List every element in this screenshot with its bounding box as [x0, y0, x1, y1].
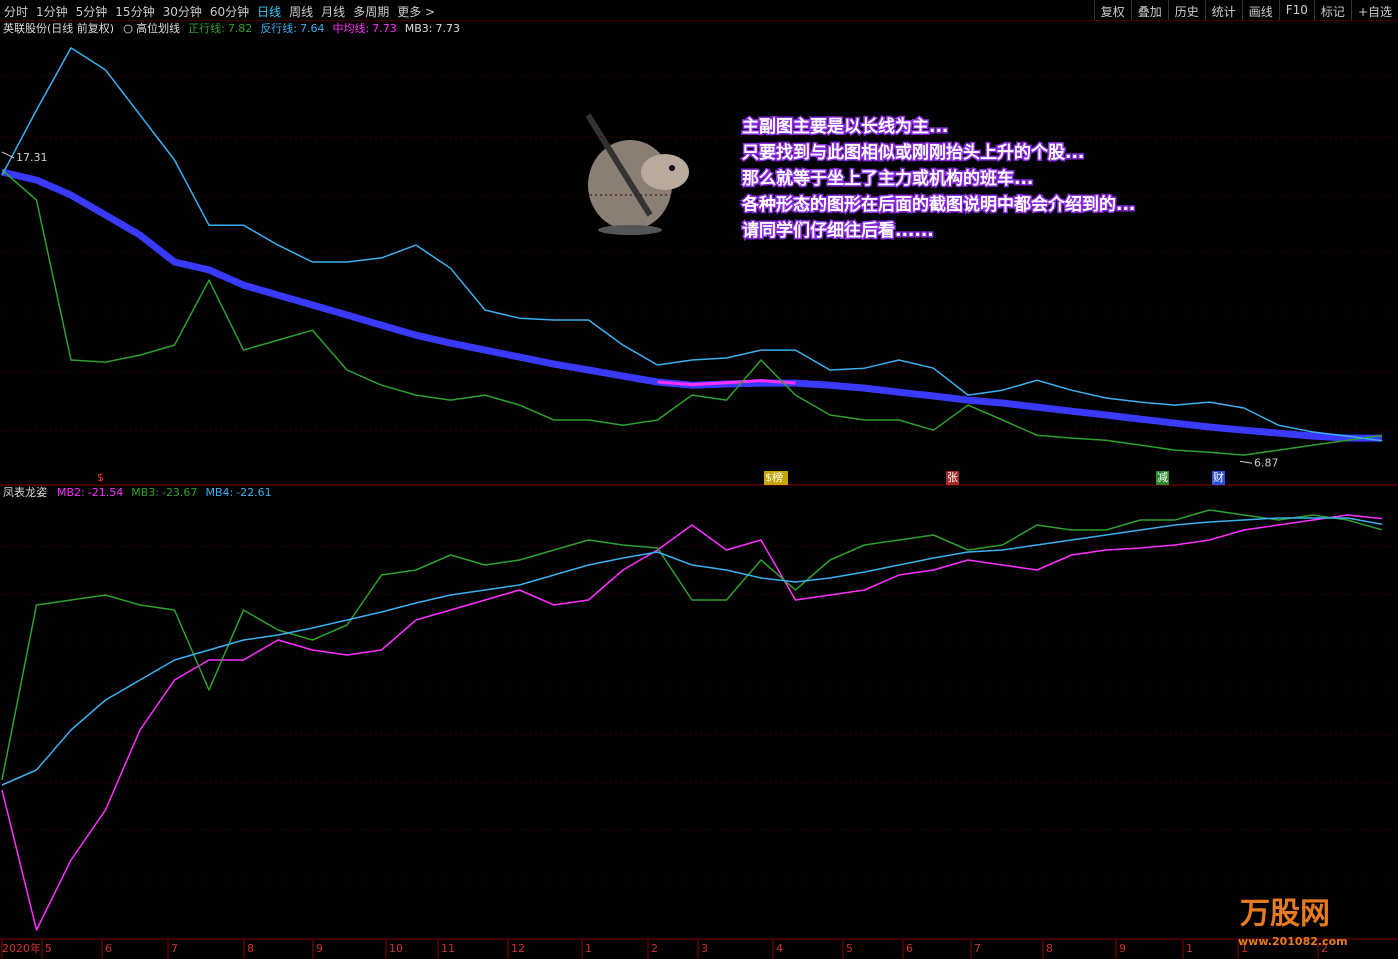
- period-tab[interactable]: 月线: [321, 5, 346, 19]
- signal-marker: [946, 471, 959, 485]
- tool-button[interactable]: 复权: [1093, 0, 1131, 20]
- period-tab[interactable]: 分时: [4, 5, 29, 19]
- tool-button[interactable]: 标记: [1313, 0, 1351, 20]
- low-arrow: [1239, 460, 1253, 464]
- signal-marker: [1212, 471, 1225, 485]
- legend-value: 7.64: [300, 22, 325, 35]
- date-label: 1: [585, 942, 592, 955]
- note-line: 那么就等于坐上了主力或机构的班车...: [742, 168, 1033, 189]
- tool-button[interactable]: F10: [1278, 0, 1314, 20]
- legend-value: -21.54: [88, 486, 123, 499]
- toolbar: 分时 1分钟 5分钟 15分钟 30分钟 60分钟 日线 周线 月线 多周期 更多 > 复权 叠加 历史统…: [0, 0, 1398, 21]
- series-line: [1, 509, 1383, 781]
- low-label: 6.87: [1254, 456, 1279, 469]
- legend-name: MB3:: [405, 22, 433, 35]
- date-label: 2020年: [2, 941, 41, 955]
- tool-button[interactable]: 叠加: [1130, 0, 1168, 20]
- mascot: [585, 113, 689, 235]
- signal-marker: [764, 471, 788, 485]
- legend-value: 7.73: [436, 22, 461, 35]
- series-line: [1, 169, 1383, 456]
- tool-buttons: 复权 叠加 历史 统计 画线 F10 标记 +自选: [1093, 0, 1398, 20]
- period-tab[interactable]: 多周期: [353, 5, 390, 19]
- period-tab[interactable]: 5分钟: [75, 5, 108, 19]
- period-tab[interactable]: 周线: [289, 5, 314, 19]
- date-label: 1: [1241, 942, 1248, 955]
- panel-title: 英联股份(日线 前复权): [3, 21, 114, 35]
- date-label: 6: [906, 942, 913, 955]
- date-label: 2: [651, 942, 658, 955]
- high-label: 17.31: [16, 151, 48, 164]
- signal-label: 张: [947, 471, 958, 484]
- signal-label: $榜: [765, 470, 783, 484]
- series-line: [1, 168, 1382, 442]
- period-tabs: 分时 1分钟 5分钟 15分钟 30分钟 60分钟 日线 周线 月线 多周期 更多 >: [0, 0, 439, 20]
- tool-button[interactable]: 统计: [1204, 0, 1242, 20]
- date-label: 7: [171, 942, 178, 955]
- date-label: 9: [1119, 942, 1126, 955]
- tool-button[interactable]: 历史: [1167, 0, 1205, 20]
- date-label: 12: [511, 942, 525, 955]
- legend-name: 中均线:: [333, 21, 370, 35]
- period-tab[interactable]: 日线: [257, 5, 282, 19]
- series-line: [1, 514, 1383, 931]
- watermark-url: www.201082.com: [1238, 935, 1348, 948]
- date-label: 7: [974, 942, 981, 955]
- legend-name: 正行线:: [188, 21, 225, 35]
- date-label: 5: [846, 942, 853, 955]
- note-line: 只要找到与此图相似或刚刚抬头上升的个股...: [742, 142, 1084, 163]
- date-label: 8: [1046, 942, 1053, 955]
- watermark-title: 万股网: [1240, 897, 1330, 932]
- period-tab[interactable]: 1分钟: [36, 5, 68, 19]
- date-label: 11: [441, 942, 455, 955]
- date-label: 9: [316, 942, 323, 955]
- signal-label: 减: [1157, 471, 1168, 484]
- note-line: 各种形态的图形在后面的截图说明中都会介绍到的...: [741, 194, 1135, 215]
- legend-value: -22.61: [236, 486, 271, 499]
- high-arrow: [1, 151, 15, 159]
- date-label: 2: [1321, 942, 1328, 955]
- date-label: 6: [105, 942, 112, 955]
- legend-name: 反行线:: [260, 21, 297, 35]
- period-tab[interactable]: 30分钟: [162, 5, 202, 19]
- note-line: 主副图主要是以长线为主...: [742, 116, 948, 137]
- tool-button[interactable]: +自选: [1350, 0, 1398, 20]
- legend-value: 7.82: [228, 22, 253, 35]
- date-label: 5: [45, 942, 52, 955]
- date-label: 10: [389, 942, 403, 955]
- signal-marker: [1156, 471, 1169, 485]
- legend-name: MB4:: [205, 486, 233, 499]
- tool-button[interactable]: 画线: [1241, 0, 1279, 20]
- period-tab[interactable]: 60分钟: [209, 5, 250, 19]
- legend-value: -23.67: [162, 486, 197, 499]
- note-line: 请同学们仔细往后看......: [742, 220, 934, 241]
- signal-label: $: [97, 471, 104, 484]
- date-label: 4: [776, 942, 783, 955]
- period-tab[interactable]: 15分钟: [115, 5, 155, 19]
- series-line: [1, 517, 1383, 786]
- indicator-icon: [123, 24, 133, 34]
- legend-name: MB3:: [131, 486, 159, 499]
- panel-title: 凤表龙姿: [3, 485, 47, 499]
- legend-value: 7.73: [372, 22, 397, 35]
- date-label: 3: [701, 942, 708, 955]
- period-tab[interactable]: 更多 >: [397, 5, 436, 19]
- signal-label: 财: [1213, 470, 1224, 484]
- indicator-name: 高位划线: [136, 21, 180, 35]
- legend-name: MB2:: [57, 486, 85, 499]
- date-label: 8: [247, 942, 254, 955]
- date-label: 1: [1186, 942, 1193, 955]
- series-line: [1, 47, 1383, 442]
